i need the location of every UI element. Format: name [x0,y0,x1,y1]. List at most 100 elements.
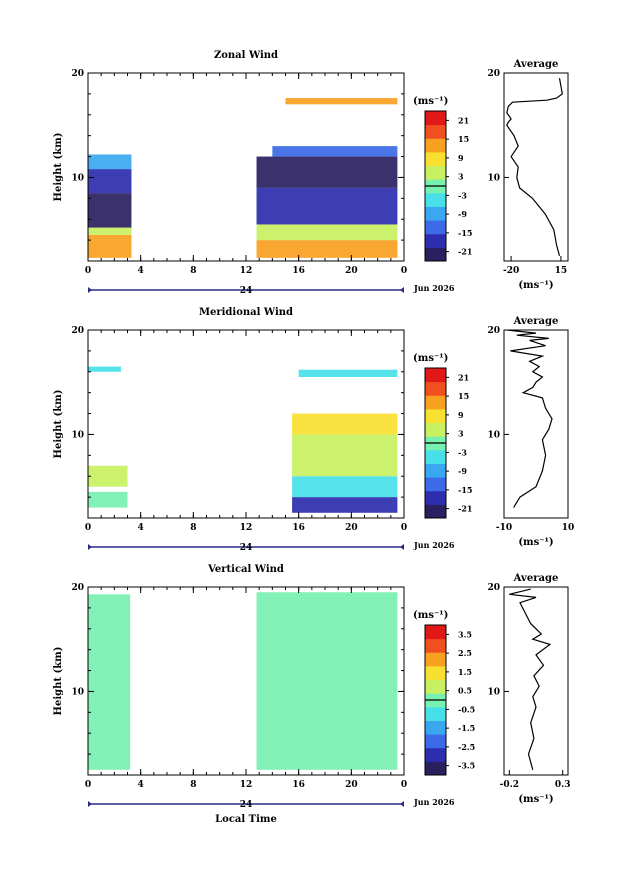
colorbar-segment [425,720,446,735]
colorbar-segment [425,111,446,126]
day-label: 24 [240,286,253,296]
average-title: Average [513,316,559,327]
colorbar-unit: (ms⁻¹) [413,96,448,107]
average-frame [503,586,569,776]
panel-title: Zonal Wind [214,50,278,61]
heatmap-cell [256,224,398,241]
average-x-tick-label: -10 [496,523,512,533]
colorbar-segment [425,477,446,492]
colorbar-tick-label: 21 [458,372,469,382]
colorbar-tick-label: 3.5 [458,629,472,639]
colorbar-tick-label: 15 [458,134,469,144]
colorbar-segment [425,381,446,396]
x-tick-label: 20 [345,780,358,790]
y-tick-label: 20 [71,69,84,79]
x-tick-label: 20 [345,266,358,276]
average-y-tick-label: 20 [487,69,500,79]
heatmap-cell [292,476,398,498]
day-bar-arrow-left [88,544,92,550]
day-label: 24 [240,543,253,553]
x-tick-label: 4 [138,780,144,790]
heatmap-cell [88,366,121,372]
day-bar-arrow-right [400,287,404,293]
colorbar-segment [425,504,446,519]
x-tick-label: 0 [401,780,407,790]
heatmap-cell [292,497,398,513]
colorbar-segment [425,490,446,505]
y-axis-label: Height (km) [53,390,64,459]
colorbar-segment [425,165,446,180]
average-y-tick-label: 20 [487,326,500,336]
colorbar-segment [425,247,446,262]
colorbar-unit: (ms⁻¹) [413,353,448,364]
colorbar-tick-label: -2.5 [458,742,475,752]
heatmap-cell [256,187,398,225]
average-x-tick-label: -0.2 [500,780,519,790]
average-x-tick-label: -20 [503,266,519,276]
x-tick-label: 12 [240,523,253,533]
colorbar-tick-label: -15 [458,485,472,495]
colorbar-segment [425,151,446,167]
average-frame [503,329,569,519]
colorbar-segment [425,220,446,235]
x-axis-label: Local Time [215,814,277,825]
colorbar-tick-label: -15 [458,228,472,238]
month-label: Jun 2026 [413,283,455,293]
colorbar-tick-label: 3 [458,172,464,182]
colorbar-segment [425,233,446,248]
x-tick-label: 4 [138,266,144,276]
colorbar-tick-label: -9 [458,209,467,219]
colorbar-segment [425,192,446,207]
x-tick-label: 8 [190,523,196,533]
heatmap-cell [256,592,398,770]
heatmap-cell [256,240,398,258]
colorbar-unit: (ms⁻¹) [413,610,448,621]
average-frame [503,72,569,262]
colorbar-tick-label: 9 [458,153,464,163]
average-title: Average [513,59,559,70]
y-tick-label: 10 [71,430,84,440]
day-bar-arrow-right [400,801,404,807]
x-tick-label: 8 [190,780,196,790]
colorbar-tick-label: 15 [458,391,469,401]
month-label: Jun 2026 [413,540,455,550]
heatmap-cell [88,169,132,194]
average-x-tick-label: 10 [562,523,575,533]
heatmap-cell [256,156,398,188]
x-tick-label: 0 [85,780,91,790]
heatmap-cell [88,465,128,487]
colorbar-segment [425,138,446,153]
colorbar-tick-label: 1.5 [458,667,472,677]
colorbar-segment [425,625,446,640]
colorbar-segment [425,206,446,221]
average-y-tick-label: 10 [487,687,500,697]
panel-title: Meridional Wind [199,307,293,318]
x-tick-label: 0 [401,523,407,533]
panel-title: Vertical Wind [207,564,284,575]
y-tick-label: 20 [71,326,84,336]
x-tick-label: 12 [240,266,253,276]
colorbar-segment [425,747,446,762]
average-x-tick-label: 0.3 [555,780,571,790]
average-x-tick-label: 15 [555,266,568,276]
y-tick-label: 10 [71,687,84,697]
heatmap-cell [272,146,398,157]
heatmap-cell [292,434,398,477]
x-tick-label: 0 [401,266,407,276]
colorbar-segment [425,652,446,667]
average-profile-line [506,78,563,256]
colorbar-tick-label: 21 [458,115,469,125]
average-x-label: (ms⁻¹) [518,794,553,805]
colorbar-segment [425,463,446,478]
heatmap-cell [88,594,131,770]
y-axis-label: Height (km) [53,647,64,716]
heatmap-cell [298,369,398,377]
average-y-tick-label: 10 [487,430,500,440]
average-profile-line [509,588,552,770]
heatmap-cell [88,491,128,508]
colorbar-segment [425,395,446,410]
colorbar-tick-label: -3.5 [458,761,475,771]
colorbar-segment [425,422,446,437]
average-profile-line [507,329,553,508]
day-bar-arrow-right [400,544,404,550]
